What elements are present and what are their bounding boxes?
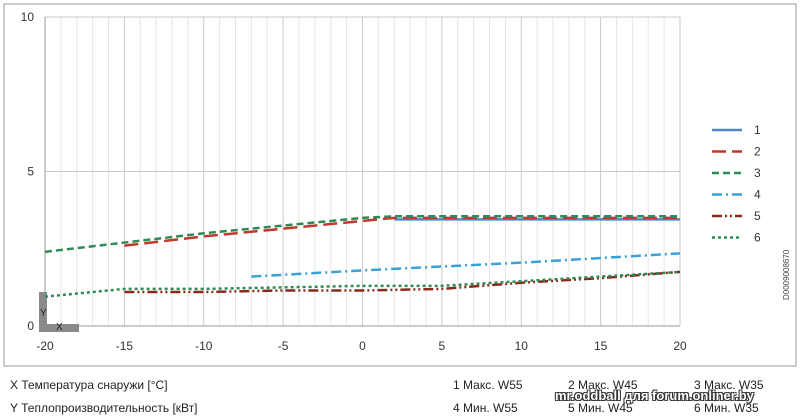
legend-caption-2: 2 Макс. W45	[568, 378, 638, 392]
x-tick-label: -10	[195, 339, 213, 353]
x-tick-label: -5	[278, 339, 289, 353]
legend-caption-3: 3 Макс. W35	[694, 378, 764, 392]
series-line-6	[44, 270, 681, 298]
x-tick-label: 5	[439, 339, 446, 353]
x-tick-label: -20	[36, 339, 54, 353]
chart-frame	[3, 3, 797, 367]
series-line-2	[124, 216, 680, 247]
legend-label-1: 1	[754, 123, 761, 137]
legend-caption-4: 4 Мин. W55	[453, 401, 518, 415]
legend-label-3: 3	[754, 166, 761, 180]
series-line-4	[251, 252, 681, 278]
legend-caption-5: 5 Мин. W45	[568, 401, 633, 415]
y-axis-caption: Y Теплопроизводительность [кВт]	[10, 401, 198, 415]
x-axis-caption: X Температура снаружи [°C]	[10, 378, 168, 392]
axis-marker-horizontal	[39, 324, 79, 332]
chart-svg: -20 -15 -10 -5 0 5 10 15 20 0 5 10 YX 1 2 3 4 5 6	[3, 3, 797, 367]
y-tick-label: 10	[21, 10, 35, 24]
x-tick-label: 20	[673, 339, 687, 353]
x-tick-label: -15	[116, 339, 134, 353]
watermark: mr.oddball для forum.onliner.by	[555, 388, 754, 403]
legend-label-5: 5	[754, 209, 761, 223]
figure-code: D0009008670	[782, 249, 791, 300]
axis-marker-vertical	[39, 292, 47, 332]
series-line-5	[124, 270, 681, 294]
x-tick-label: 0	[359, 339, 366, 353]
series-line-3	[44, 215, 680, 254]
x-tick-label: 10	[515, 339, 529, 353]
axis-marker-x-label: X	[56, 322, 63, 333]
y-tick-label: 5	[27, 165, 34, 179]
legend-label-6: 6	[754, 231, 761, 245]
legend-label-2: 2	[754, 145, 761, 159]
legend-caption-6: 6 Мин. W35	[694, 401, 759, 415]
legend-label-4: 4	[754, 188, 761, 202]
axis-marker-y-label: Y	[40, 308, 47, 319]
chart: -20 -15 -10 -5 0 5 10 15 20 0 5 10 Y X 1 2 3 4 5 6	[3, 3, 797, 367]
legend-caption-1: 1 Макс. W55	[453, 378, 523, 392]
x-tick-label: 15	[594, 339, 608, 353]
y-tick-label: 0	[27, 319, 34, 333]
